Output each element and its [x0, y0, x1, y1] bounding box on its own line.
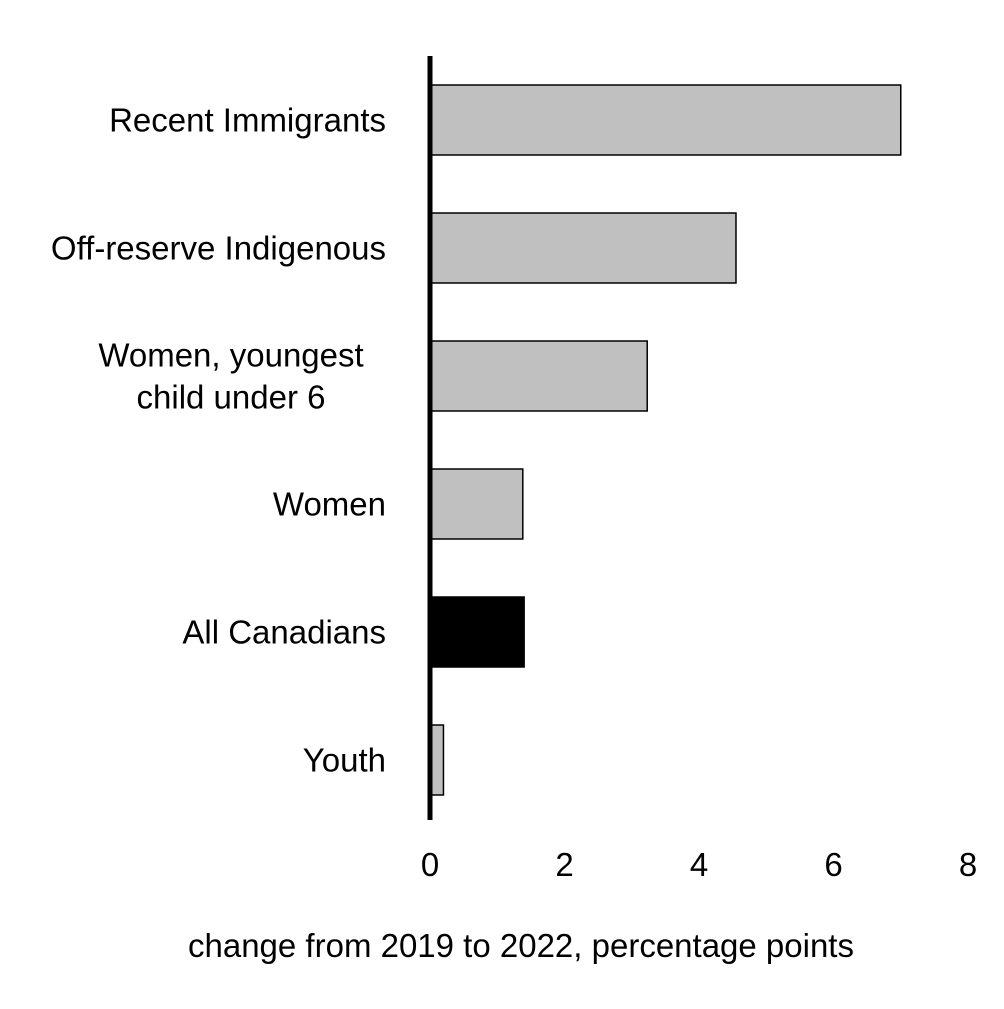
x-tick-label: 4 — [690, 846, 708, 883]
category-label: Recent Immigrants — [109, 102, 386, 139]
bar-women-youngest-child-under-6 — [429, 340, 648, 412]
category-label: Off-reserve Indigenous — [51, 230, 386, 267]
bar-women — [429, 468, 524, 540]
category-label: Youth — [303, 742, 386, 779]
category-label: child under 6 — [137, 379, 326, 416]
x-tick-label: 2 — [555, 846, 573, 883]
category-label: All Canadians — [182, 614, 386, 651]
x-tick-labels: 0 2 4 6 8 — [421, 846, 977, 883]
category-label: Women — [273, 486, 386, 523]
x-tick-label: 6 — [824, 846, 842, 883]
x-axis-title: change from 2019 to 2022, percentage poi… — [188, 927, 854, 964]
bar-recent-immigrants — [429, 84, 902, 156]
category-labels: Recent Immigrants Off-reserve Indigenous W… — [51, 102, 386, 779]
bar-off-reserve-indigenous — [429, 212, 737, 284]
bar-all-canadians — [429, 596, 525, 668]
x-tick-label: 0 — [421, 846, 439, 883]
bars-layer — [429, 84, 902, 796]
category-label: Women, youngest — [98, 337, 363, 374]
x-tick-label: 8 — [959, 846, 977, 883]
